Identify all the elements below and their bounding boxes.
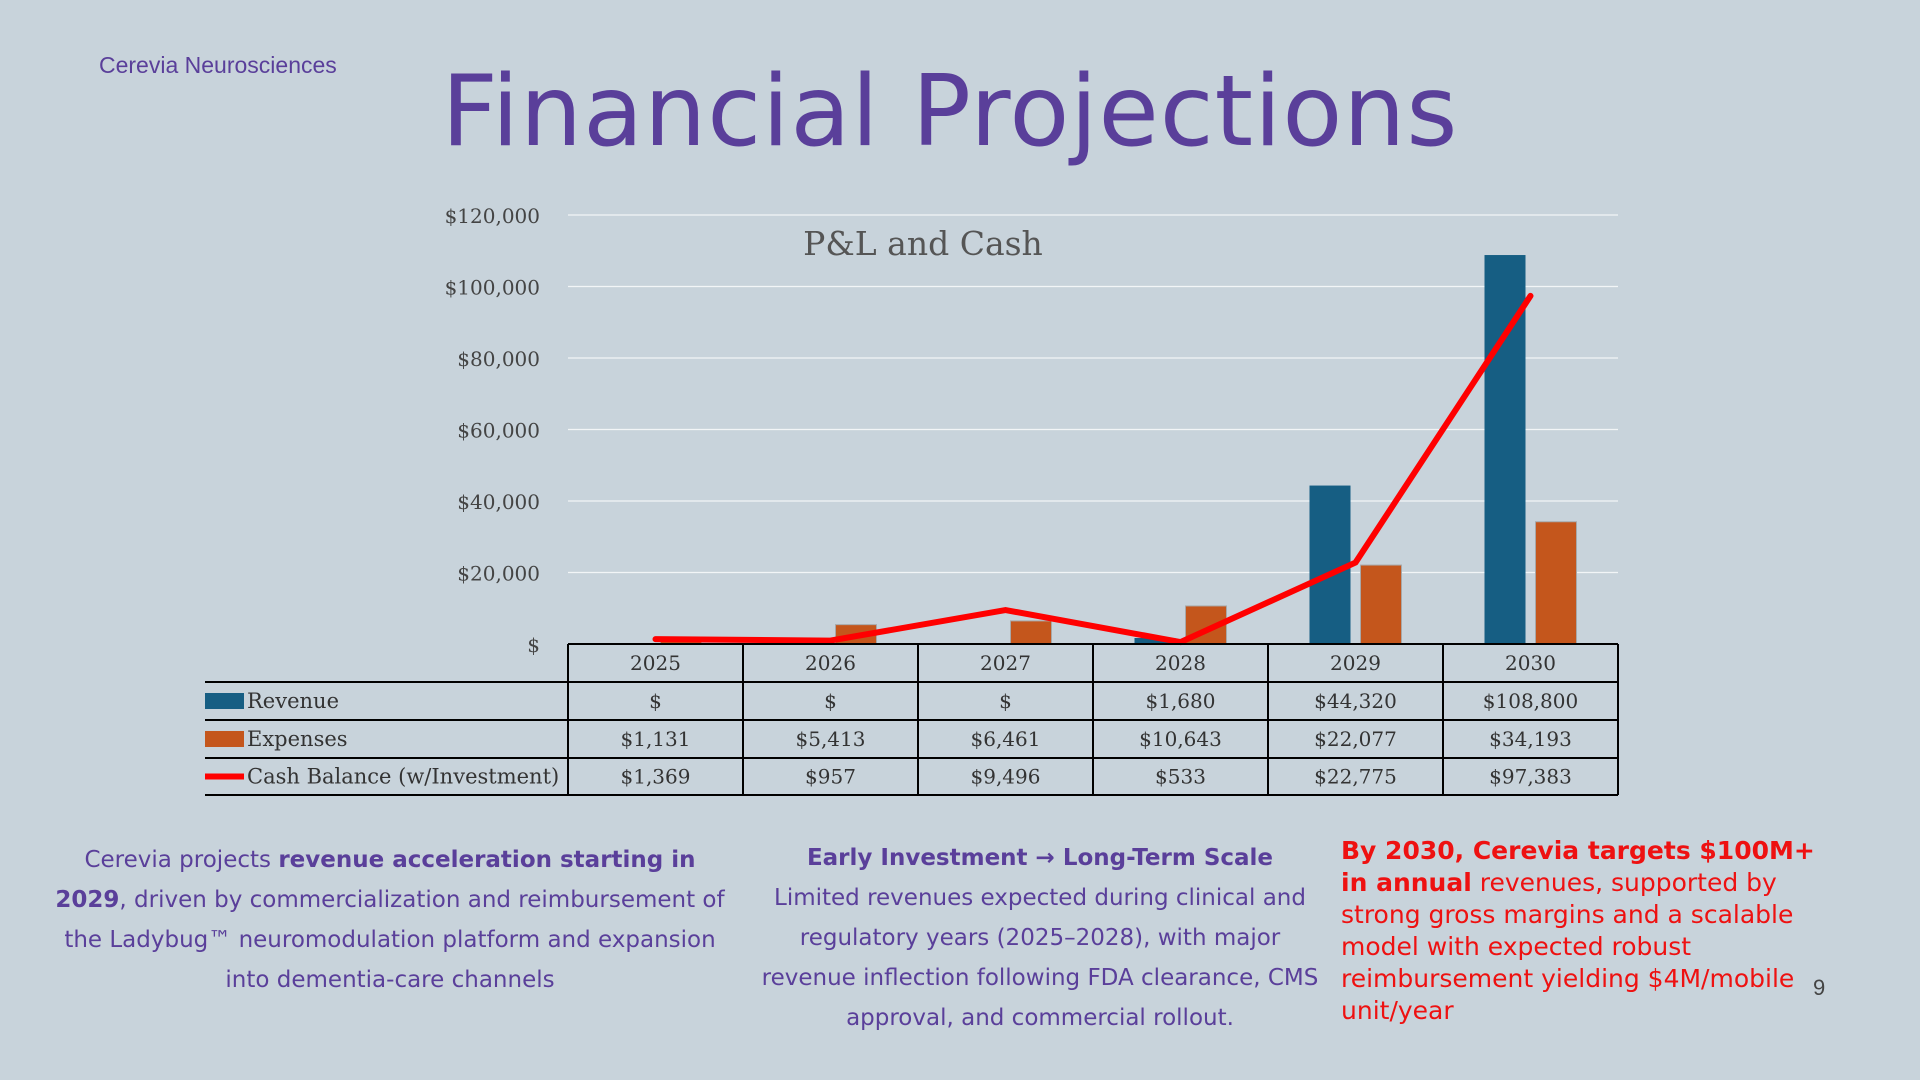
legend-key — [205, 731, 244, 747]
expenses-bar — [1535, 521, 1577, 645]
data-label: $22,775 — [1314, 765, 1397, 789]
note1-body: , driven by commercialization and reimbu… — [64, 887, 725, 993]
x-tick-label: 2027 — [980, 651, 1031, 675]
data-label: $1,369 — [621, 765, 691, 789]
data-label: $957 — [805, 765, 856, 789]
data-label: $97,383 — [1489, 765, 1572, 789]
y-tick-label: $ — [527, 633, 540, 657]
note3-body: revenues, supported by strong gross marg… — [1341, 868, 1795, 1025]
data-label: $1,680 — [1146, 689, 1216, 713]
target-2030-note: By 2030, Cerevia targets $100M+ in annua… — [1341, 835, 1841, 1027]
data-label: $6,461 — [971, 727, 1041, 751]
x-tick-label: 2029 — [1330, 651, 1381, 675]
page-number: 9 — [1813, 975, 1826, 1000]
chart-title: P&L and Cash — [803, 224, 1043, 263]
early-investment-note: Early Investment → Long-Term Scale Limite… — [755, 838, 1325, 1038]
y-tick-label: $40,000 — [457, 490, 540, 514]
note1-intro: Cerevia projects — [84, 847, 279, 873]
data-label: $5,413 — [796, 727, 866, 751]
x-tick-label: 2028 — [1155, 651, 1206, 675]
x-tick-label: 2030 — [1505, 651, 1556, 675]
y-tick-label: $80,000 — [457, 347, 540, 371]
x-tick-label: 2026 — [805, 651, 856, 675]
y-tick-label: $120,000 — [445, 204, 540, 228]
revenue-bar — [1484, 255, 1526, 645]
legend-label: Cash Balance (w/Investment) — [247, 765, 559, 789]
data-label: $10,643 — [1139, 727, 1222, 751]
data-label: $ — [999, 689, 1012, 713]
note1-highlight: revenue acceleration starting in 2029 — [55, 847, 696, 913]
legend-label: Revenue — [247, 689, 339, 713]
data-label: $533 — [1155, 765, 1206, 789]
note2-body: Limited revenues expected during clinica… — [761, 885, 1319, 1031]
data-label: $1,131 — [621, 727, 691, 751]
data-label: $22,077 — [1314, 727, 1397, 751]
data-label: $9,496 — [971, 765, 1041, 789]
legend-key — [205, 693, 244, 709]
y-tick-label: $20,000 — [457, 562, 540, 586]
data-label: $34,193 — [1489, 727, 1572, 751]
revenue-bar — [1134, 637, 1176, 644]
data-label: $108,800 — [1483, 689, 1578, 713]
data-label: $ — [649, 689, 662, 713]
y-tick-label: $60,000 — [457, 419, 540, 443]
note2-heading: Early Investment → Long-Term Scale — [806, 845, 1274, 871]
page-title: Financial Projections — [441, 55, 1459, 169]
data-label: $ — [824, 689, 837, 713]
revenue-acceleration-note: Cerevia projects revenue acceleration st… — [48, 840, 732, 1000]
cash-balance-line — [652, 292, 1534, 646]
expenses-bar — [1010, 620, 1052, 645]
expenses-bar — [1360, 564, 1402, 645]
company-name: Cerevia Neurosciences — [99, 52, 337, 78]
x-tick-label: 2025 — [630, 651, 681, 675]
legend-label: Expenses — [247, 727, 348, 751]
y-tick-label: $100,000 — [445, 276, 540, 300]
note3-highlight: By 2030, Cerevia targets $100M+ in annua… — [1341, 836, 1815, 897]
data-label: $44,320 — [1314, 689, 1397, 713]
